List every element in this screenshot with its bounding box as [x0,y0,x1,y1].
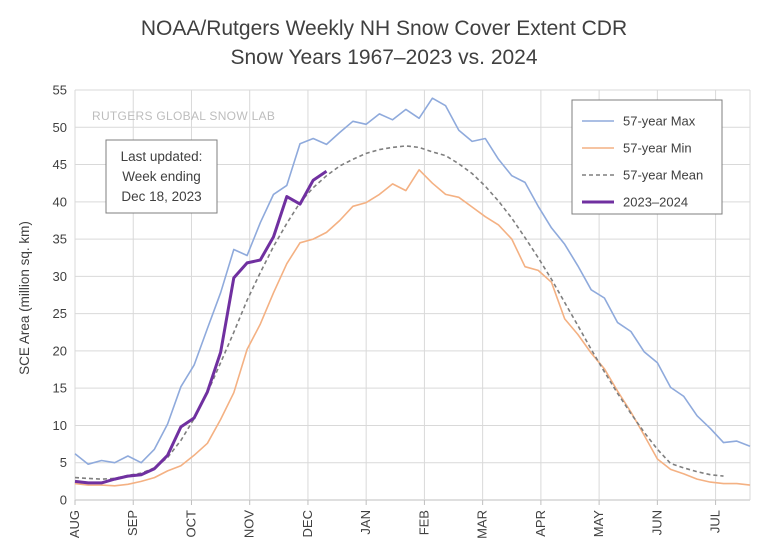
legend: 57-year Max 57-year Min 57-year Mean 2023–2… [571,99,723,215]
annotation-line-2: Week ending [122,169,201,184]
x-tick-label: MAR [475,510,490,539]
x-axis-ticks: AUG SEP OCT NOV DEC JAN FEB MAR APR MAY JUN JUL [67,510,723,539]
y-tick-label: 45 [53,157,67,172]
y-tick-label: 15 [53,381,67,396]
x-tick-label: SEP [125,510,140,536]
series-line-3 [74,145,724,480]
x-tick-label: MAY [591,510,606,538]
x-tick-label: APR [533,510,548,537]
x-tick-label: JAN [358,510,373,535]
y-tick-label: 25 [53,306,67,321]
chart-title-line-1: NOAA/Rutgers Weekly NH Snow Cover Extent… [141,17,627,40]
y-tick-label: 35 [53,232,67,247]
legend-label: 57-year Min [623,141,692,156]
watermark-text: RUTGERS GLOBAL SNOW LAB [92,109,275,123]
annotation-line-3: Dec 18, 2023 [121,189,201,204]
legend-label: 2023–2024 [623,195,688,210]
y-tick-label: 30 [53,269,67,284]
series-lines [74,97,751,487]
y-tick-label: 50 [53,120,67,135]
x-tick-label: AUG [67,510,82,538]
y-tick-label: 55 [53,83,67,98]
y-axis-label: SCE Area (million sq. km) [17,221,32,375]
x-tick-label: DEC [300,510,315,537]
legend-label: 57-year Max [623,114,696,129]
y-tick-label: 20 [53,343,67,358]
legend-label: 57-year Mean [623,168,703,183]
y-tick-label: 40 [53,194,67,209]
y-axis-ticks: 0 5 10 15 20 25 30 35 40 45 50 55 [53,83,67,508]
x-tick-label: JUN [649,510,664,535]
annotation-line-1: Last updated: [121,149,203,164]
x-tick-label: JUL [708,510,723,533]
x-tick-label: FEB [416,510,431,535]
y-tick-label: 0 [60,493,67,508]
x-tick-label: NOV [242,510,257,539]
last-updated-box: Last updated: Week ending Dec 18, 2023 [105,139,218,214]
series-line-1 [74,97,751,466]
y-tick-label: 10 [53,418,67,433]
series-line-4 [74,170,328,485]
y-tick-label: 5 [60,455,67,470]
chart-title-line-2: Snow Years 1967–2023 vs. 2024 [230,46,537,69]
x-tick-label: OCT [183,510,198,538]
